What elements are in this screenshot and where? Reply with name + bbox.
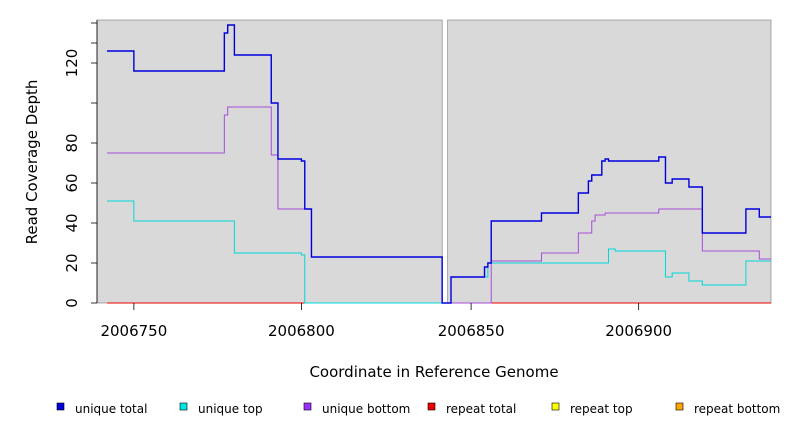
legend-label-unique-top: unique top [198,402,263,416]
legend-swatch-repeat-bottom [675,402,684,411]
legend-swatch-repeat-top [551,402,560,411]
y-tick-label: 40 [63,213,81,232]
legend-swatch-unique-bottom [303,402,312,411]
y-tick-label: 0 [63,298,81,308]
legend-swatch-unique-top [179,402,188,411]
plot-panels [96,19,772,304]
y-axis-title: Read Coverage Depth [23,80,41,245]
legend-swatch-repeat-total [427,402,436,411]
axes: 0 20 40 60 80 120 2006750 2006800 2006850 2006900 [63,20,672,340]
y-tick-label: 60 [63,173,81,192]
y-tick-label: 20 [63,253,81,272]
legend-swatch-unique-total [56,402,65,411]
legend-label-repeat-total: repeat total [446,402,516,416]
x-axis-title: Coordinate in Reference Genome [309,363,558,381]
panel-left [96,19,443,304]
legend-label-repeat-bottom: repeat bottom [694,402,780,416]
legend-label-repeat-top: repeat top [570,402,633,416]
series-lines [107,24,771,304]
y-tick-label: 120 [63,49,81,78]
x-tick-label: 2006900 [605,322,672,340]
legend-label-unique-bottom: unique bottom [322,402,410,416]
series-unique-top [107,200,771,304]
y-tick-label: 80 [63,133,81,152]
series-unique-bottom [107,106,771,304]
legend-label-unique-total: unique total [75,402,147,416]
x-tick-label: 2006800 [268,322,335,340]
series-unique-total [107,24,771,304]
x-tick-label: 2006850 [438,322,505,340]
x-tick-label: 2006750 [100,322,167,340]
legend: unique total unique top unique bottom repea… [56,402,780,416]
